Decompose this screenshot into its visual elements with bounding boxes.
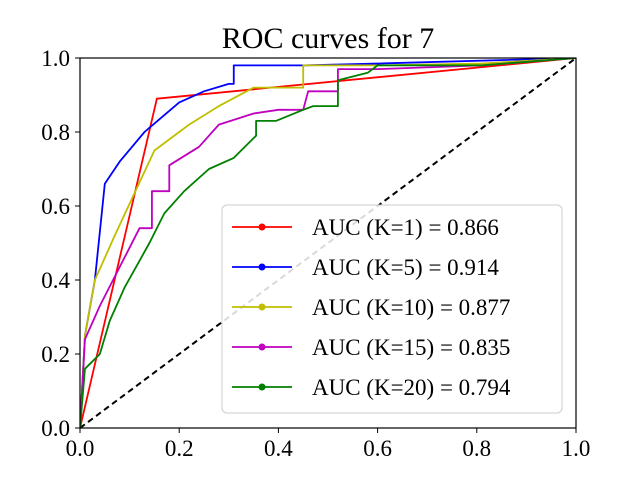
legend-label-4: AUC (K=15) = 0.835 — [312, 335, 510, 360]
y-tick-label-2: 0.4 — [41, 268, 70, 293]
x-tick-label-0: 0.0 — [66, 436, 95, 461]
x-tick-label-1: 0.2 — [165, 436, 194, 461]
legend-label-2: AUC (K=5) = 0.914 — [312, 255, 499, 280]
y-tick-label-1: 0.2 — [41, 342, 70, 367]
legend-label-1: AUC (K=1) = 0.866 — [312, 215, 499, 240]
y-tick-label-0: 0.0 — [41, 416, 70, 441]
legend-label-5: AUC (K=20) = 0.794 — [312, 375, 511, 400]
y-tick-label-4: 0.8 — [41, 120, 70, 145]
axes-frame — [79, 57, 577, 429]
y-tick-label-3: 0.6 — [41, 194, 70, 219]
legend-swatch-marker-1 — [258, 223, 266, 231]
chart-title: ROC curves for 7 — [222, 22, 434, 55]
series-line-1 — [80, 58, 576, 428]
legend-swatch-marker-5 — [258, 383, 266, 391]
axis-ticks: 0.0 0.2 0.4 0.6 0.8 1.0 0.0 0.2 0.4 0.6 0.8 1.0 — [41, 46, 590, 461]
legend-box — [221, 204, 563, 414]
legend-label-3: AUC (K=10) = 0.877 — [312, 295, 510, 320]
y-tick-label-5: 1.0 — [41, 46, 70, 71]
diagonal-chance-line — [79, 57, 577, 429]
series-line-2 — [80, 58, 576, 428]
x-tick-label-5: 1.0 — [562, 436, 591, 461]
x-tick-label-3: 0.6 — [363, 436, 392, 461]
plot-area — [79, 57, 577, 429]
x-tick-label-2: 0.4 — [264, 436, 293, 461]
series-line-5 — [80, 58, 576, 428]
legend-swatch-marker-2 — [258, 263, 266, 271]
legend-swatch-marker-4 — [258, 343, 266, 351]
legend: AUC (K=1) = 0.866 AUC (K=5) = 0.914 AUC (K… — [221, 204, 563, 414]
x-tick-label-4: 0.8 — [462, 436, 491, 461]
legend-swatch-marker-3 — [258, 303, 266, 311]
series-line-4 — [80, 58, 576, 428]
